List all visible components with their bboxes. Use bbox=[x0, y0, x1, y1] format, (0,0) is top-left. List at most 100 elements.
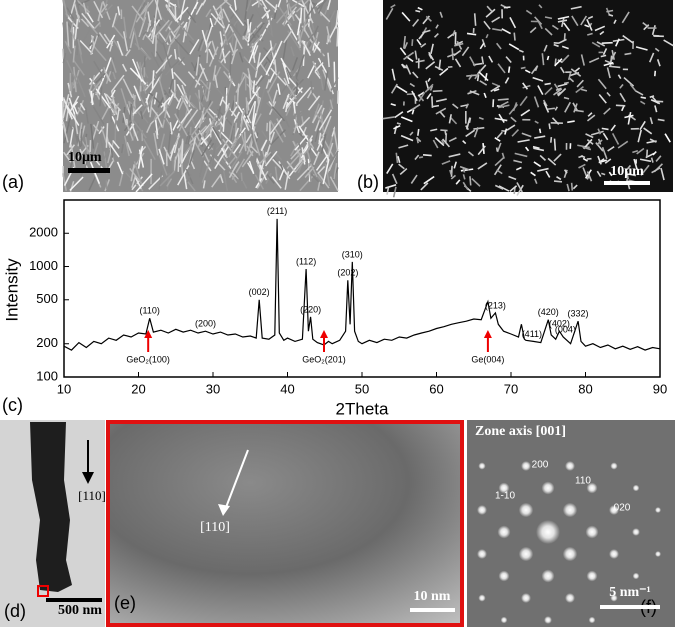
nanowire-texture bbox=[241, 173, 242, 181]
nanowire-texture bbox=[602, 128, 609, 129]
direction-label: [110] bbox=[200, 520, 230, 535]
x-tick-label: 10 bbox=[57, 381, 71, 396]
nanowire-texture bbox=[207, 43, 208, 63]
x-tick-label: 70 bbox=[504, 381, 518, 396]
nanowire-texture bbox=[658, 119, 665, 120]
nanowire-texture bbox=[521, 67, 526, 68]
nanowire-texture bbox=[71, 82, 72, 93]
nanowire-texture bbox=[226, 88, 227, 112]
x-axis-label: 2Theta bbox=[336, 399, 389, 418]
marker-arrow-head bbox=[320, 330, 328, 338]
x-tick-label: 80 bbox=[578, 381, 592, 396]
nanowire-texture bbox=[230, 53, 231, 75]
diffraction-spot bbox=[589, 617, 596, 624]
diffraction-spot bbox=[586, 526, 599, 539]
y-tick-label: 100 bbox=[36, 368, 58, 383]
diffraction-spot bbox=[609, 549, 619, 559]
diffraction-spot bbox=[563, 503, 577, 517]
x-tick-label: 40 bbox=[280, 381, 294, 396]
y-axis-label: Intensity bbox=[2, 258, 21, 322]
direction-label: [110] bbox=[78, 488, 106, 503]
diffraction-spot bbox=[565, 461, 575, 471]
nanowire-texture bbox=[423, 155, 432, 156]
scale-label: 500 nm bbox=[58, 603, 102, 618]
nanowire-texture bbox=[497, 147, 498, 151]
x-tick-label: 30 bbox=[206, 381, 220, 396]
peak-label: (411) bbox=[522, 329, 542, 339]
nanowire-texture bbox=[549, 123, 550, 129]
x-tick-label: 60 bbox=[429, 381, 443, 396]
panel-label: (d) bbox=[4, 601, 26, 621]
nanowire-texture bbox=[452, 166, 453, 177]
spot-label: 200 bbox=[532, 460, 549, 471]
diffraction-spot bbox=[499, 571, 510, 582]
nanowire-texture bbox=[509, 67, 510, 73]
nanowire-texture bbox=[419, 157, 423, 158]
zone-axis-label: Zone axis [001] bbox=[475, 424, 566, 439]
nanowire-texture bbox=[259, 0, 260, 7]
diffraction-spot bbox=[633, 573, 640, 580]
marker-arrow-head bbox=[484, 330, 492, 338]
scale-bar bbox=[68, 168, 110, 173]
peak-label: (310) bbox=[342, 249, 363, 259]
nanowire-texture bbox=[115, 117, 116, 143]
peak-label: (420) bbox=[538, 307, 559, 317]
diffraction-spot bbox=[478, 594, 485, 601]
nanowire-texture bbox=[625, 53, 632, 54]
nanowire-texture bbox=[475, 13, 476, 25]
nanowire-texture bbox=[415, 11, 420, 12]
nanowire-texture bbox=[572, 183, 573, 191]
plot-frame bbox=[64, 200, 660, 377]
nanowire-texture bbox=[514, 33, 515, 41]
nanowire-texture bbox=[641, 97, 646, 98]
peak-label: (211) bbox=[267, 206, 287, 216]
panel-label: (e) bbox=[114, 593, 136, 613]
nanowire-texture bbox=[327, 35, 328, 43]
nanowire-texture bbox=[555, 139, 556, 151]
diffraction-spot bbox=[519, 503, 533, 517]
y-tick-label: 2000 bbox=[29, 225, 58, 240]
nanowire-texture bbox=[564, 83, 569, 84]
x-tick-label: 50 bbox=[355, 381, 369, 396]
diffraction-spot bbox=[565, 593, 575, 603]
nanowire-texture bbox=[548, 108, 555, 109]
peak-label: (110) bbox=[140, 306, 160, 316]
diffraction-spot bbox=[477, 549, 487, 559]
panel-label: (b) bbox=[357, 172, 379, 192]
y-tick-label: 500 bbox=[36, 291, 58, 306]
peak-label: (002) bbox=[249, 287, 270, 297]
nanowire-texture bbox=[432, 96, 433, 108]
diffraction-spot bbox=[544, 616, 552, 624]
nanowire-texture bbox=[445, 131, 446, 135]
nanowire-texture bbox=[397, 123, 401, 124]
nanowire-texture bbox=[246, 97, 247, 114]
nanowire-texture bbox=[504, 7, 511, 8]
peak-label: (202) bbox=[337, 268, 358, 278]
scale-bar bbox=[410, 608, 455, 612]
nanowire-texture bbox=[470, 176, 471, 185]
diffraction-spot bbox=[610, 462, 617, 469]
spot-label: 020 bbox=[614, 503, 631, 514]
nanowire-texture bbox=[616, 105, 625, 106]
y-tick-label: 1000 bbox=[29, 258, 58, 273]
nanowire-texture bbox=[433, 91, 443, 92]
diffraction-spot bbox=[542, 482, 555, 495]
peak-label: (112) bbox=[296, 256, 316, 266]
x-tick-label: 20 bbox=[131, 381, 145, 396]
nanowire-texture bbox=[322, 40, 323, 65]
spot-label: 1-10 bbox=[495, 491, 515, 502]
spot-label: 110 bbox=[575, 476, 591, 487]
peak-label: (332) bbox=[568, 309, 589, 319]
peak-label: (004) bbox=[555, 324, 576, 334]
scale-label: 10μm bbox=[68, 150, 102, 165]
nanowire-texture bbox=[190, 127, 191, 135]
diffraction-spot bbox=[521, 461, 531, 471]
diffraction-spot bbox=[655, 507, 661, 513]
diffraction-spot bbox=[632, 528, 640, 536]
diffraction-spot bbox=[478, 462, 485, 469]
peak-label: (220) bbox=[300, 304, 321, 314]
panel-label: (a) bbox=[2, 172, 24, 192]
diffraction-spot bbox=[587, 571, 598, 582]
sem-image-a bbox=[63, 0, 338, 192]
